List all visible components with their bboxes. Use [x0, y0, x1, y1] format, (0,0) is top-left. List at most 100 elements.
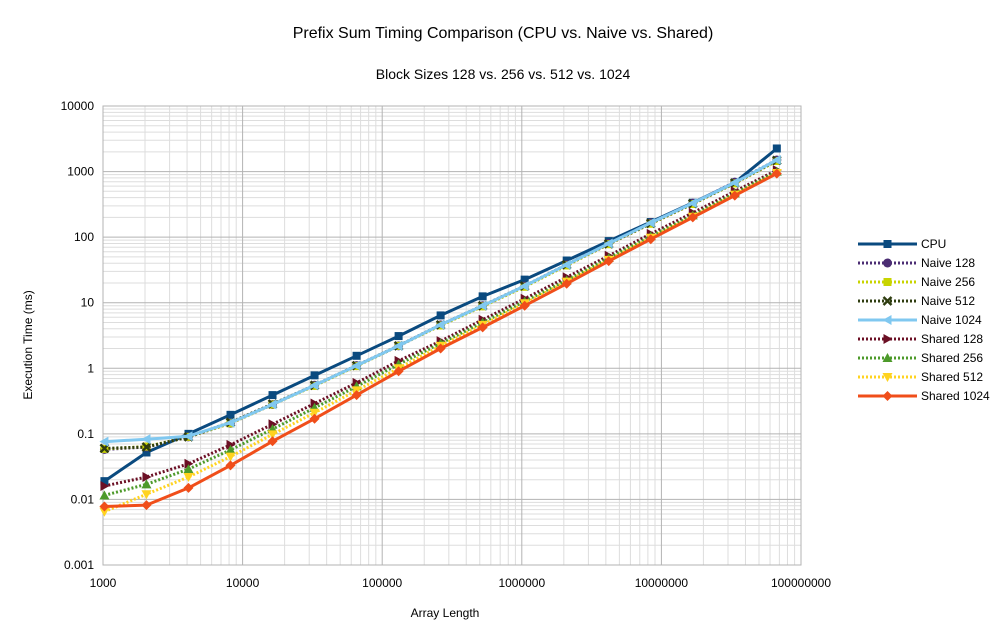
legend-marker [882, 315, 892, 325]
data-point-shared-1024 [351, 390, 362, 401]
y-tick-label: 0.1 [77, 427, 94, 441]
data-point-shared-1024 [645, 234, 656, 245]
data-point-naive-1024 [225, 417, 235, 428]
legend-marker [882, 296, 893, 306]
legend-item-cpu: CPU [858, 237, 946, 251]
data-point-shared-1024 [477, 322, 488, 333]
x-tick-label: 10000000 [635, 576, 689, 590]
data-point-cpu [520, 275, 529, 284]
legend-label: Naive 1024 [921, 313, 982, 327]
marker-stroke [882, 296, 893, 306]
legend-item-shared-1024: Shared 1024 [858, 389, 990, 403]
legend-marker [882, 391, 893, 401]
data-point-shared-1024 [519, 300, 530, 311]
series-shared-512 [99, 169, 782, 517]
data-point-naive-1024 [561, 259, 571, 270]
data-point-cpu [100, 477, 109, 486]
data-point-shared-512 [309, 408, 320, 418]
y-tick-label: 0.001 [64, 558, 94, 572]
series-line-naive-1024 [104, 158, 778, 444]
x-tick-label: 1000 [90, 576, 117, 590]
data-point-naive-1024 [771, 155, 781, 166]
y-tick-label: 1 [87, 361, 94, 375]
data-point-naive-1024 [645, 217, 655, 228]
legend-marker [882, 353, 893, 362]
data-point-shared-1024 [435, 343, 446, 354]
legend-label: Shared 128 [921, 332, 983, 346]
legend-label: Naive 128 [921, 256, 975, 270]
data-point-shared-1024 [183, 482, 194, 493]
data-point-cpu [226, 410, 235, 419]
data-point-shared-256 [225, 444, 236, 454]
data-point-cpu [436, 311, 445, 320]
tick-labels: 1000 10000 100000 1000000 10000000 100000000 0… [61, 99, 832, 590]
data-point-shared-1024 [687, 212, 698, 223]
legend-marker [883, 240, 892, 248]
legend-label: Shared 512 [921, 370, 983, 384]
data-point-shared-1024 [771, 168, 782, 179]
data-point-shared-1024 [99, 501, 110, 512]
legend-item-naive-128: Naive 128 [858, 256, 975, 270]
data-point-naive-1024 [183, 431, 193, 442]
data-point-naive-1024 [393, 340, 403, 351]
data-point-cpu [478, 292, 487, 301]
series-naive-128 [99, 155, 782, 454]
data-point-shared-1024 [141, 500, 152, 511]
legend-item-shared-512: Shared 512 [858, 370, 983, 384]
legend-label: Shared 256 [921, 351, 983, 365]
series-naive-256 [100, 156, 781, 453]
legend-label: Shared 1024 [921, 389, 990, 403]
series-shared-256 [99, 166, 782, 500]
data-point-shared-256 [141, 479, 152, 489]
data-point-cpu [268, 391, 277, 400]
y-axis-label: Execution Time (ms) [21, 290, 35, 399]
data-point-shared-1024 [561, 278, 572, 289]
legend-item-naive-1024: Naive 1024 [858, 313, 982, 327]
y-tick-label: 10000 [61, 99, 95, 113]
legend-item-naive-256: Naive 256 [858, 275, 975, 289]
data-point-naive-1024 [351, 360, 361, 371]
data-point-shared-1024 [603, 256, 614, 267]
data-point-shared-128 [100, 481, 110, 492]
series-line-naive-256 [104, 159, 778, 451]
x-tick-label: 10000 [226, 576, 260, 590]
data-point-naive-512 [141, 442, 152, 452]
legend-marker [883, 278, 892, 286]
data-point-cpu [310, 371, 319, 380]
y-tick-label: 1000 [67, 165, 94, 179]
series-shared-1024 [99, 168, 782, 512]
plot-border [102, 105, 802, 566]
data-point-shared-1024 [729, 190, 740, 201]
data-point-cpu [394, 332, 403, 341]
data-point-shared-128 [226, 439, 236, 450]
data-point-shared-1024 [225, 460, 236, 471]
data-point-cpu [142, 448, 151, 457]
data-point-shared-1024 [309, 413, 320, 424]
data-point-cpu [772, 144, 781, 153]
series-naive-512 [99, 155, 782, 454]
legend-item-naive-512: Naive 512 [858, 294, 975, 308]
data-point-shared-512 [183, 472, 194, 482]
data-point-naive-1024 [729, 177, 739, 188]
series-line-naive-128 [104, 158, 778, 451]
data-point-naive-1024 [267, 399, 277, 410]
y-tick-label: 100 [74, 230, 94, 244]
legend-item-shared-128: Shared 128 [858, 332, 983, 346]
data-point-shared-128 [142, 471, 152, 482]
data-point-naive-1024 [477, 300, 487, 311]
data-point-naive-1024 [99, 436, 109, 447]
data-point-naive-1024 [141, 434, 151, 445]
data-point-shared-512 [99, 507, 110, 517]
legend-marker [882, 373, 893, 382]
marker-stroke [141, 442, 152, 452]
y-tick-label: 10 [81, 296, 95, 310]
legend-label: Naive 256 [921, 275, 975, 289]
legend-label: CPU [921, 237, 946, 251]
x-axis-label: Array Length [411, 606, 480, 620]
data-point-shared-128 [184, 458, 194, 469]
data-point-shared-512 [267, 430, 278, 440]
data-point-naive-1024 [687, 198, 697, 209]
data-point-shared-1024 [393, 366, 404, 377]
